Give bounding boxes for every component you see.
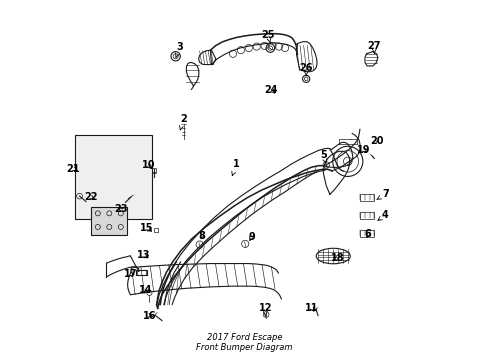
Text: 22: 22 [84, 192, 98, 202]
Text: 10: 10 [142, 160, 155, 170]
Bar [359, 230, 373, 237]
Text: 1: 1 [231, 159, 240, 176]
Bar [154, 228, 158, 232]
Text: 15: 15 [140, 224, 153, 233]
Text: 4: 4 [377, 210, 388, 220]
Text: 18: 18 [330, 253, 344, 263]
Text: 5: 5 [319, 150, 326, 163]
Bar [137, 270, 146, 275]
Text: 14: 14 [139, 285, 152, 296]
Text: 20: 20 [370, 136, 383, 145]
Text: 13: 13 [136, 250, 150, 260]
Text: 6: 6 [364, 229, 371, 239]
Text: 9: 9 [248, 232, 255, 242]
Text: 24: 24 [264, 85, 278, 95]
Text: 2: 2 [179, 114, 186, 130]
Bar [152, 168, 156, 172]
Bar [91, 207, 127, 235]
Text: 21: 21 [66, 163, 80, 174]
Text: 3: 3 [175, 42, 183, 58]
Text: 27: 27 [367, 41, 380, 53]
Bar [359, 212, 373, 219]
Text: 23: 23 [114, 204, 127, 215]
Text: 2017 Ford Escape
Front Bumper Diagram: 2017 Ford Escape Front Bumper Diagram [196, 333, 292, 352]
Text: 11: 11 [305, 303, 318, 314]
Bar [359, 194, 373, 201]
Text: 16: 16 [142, 311, 156, 320]
Bar [75, 135, 152, 220]
Text: 12: 12 [258, 303, 271, 316]
Text: 17: 17 [123, 269, 137, 279]
Text: 8: 8 [198, 231, 205, 240]
Text: 25: 25 [261, 30, 274, 42]
Bar [136, 270, 147, 275]
Text: 7: 7 [376, 189, 388, 199]
Text: 26: 26 [299, 63, 312, 76]
Text: 19: 19 [356, 144, 369, 154]
